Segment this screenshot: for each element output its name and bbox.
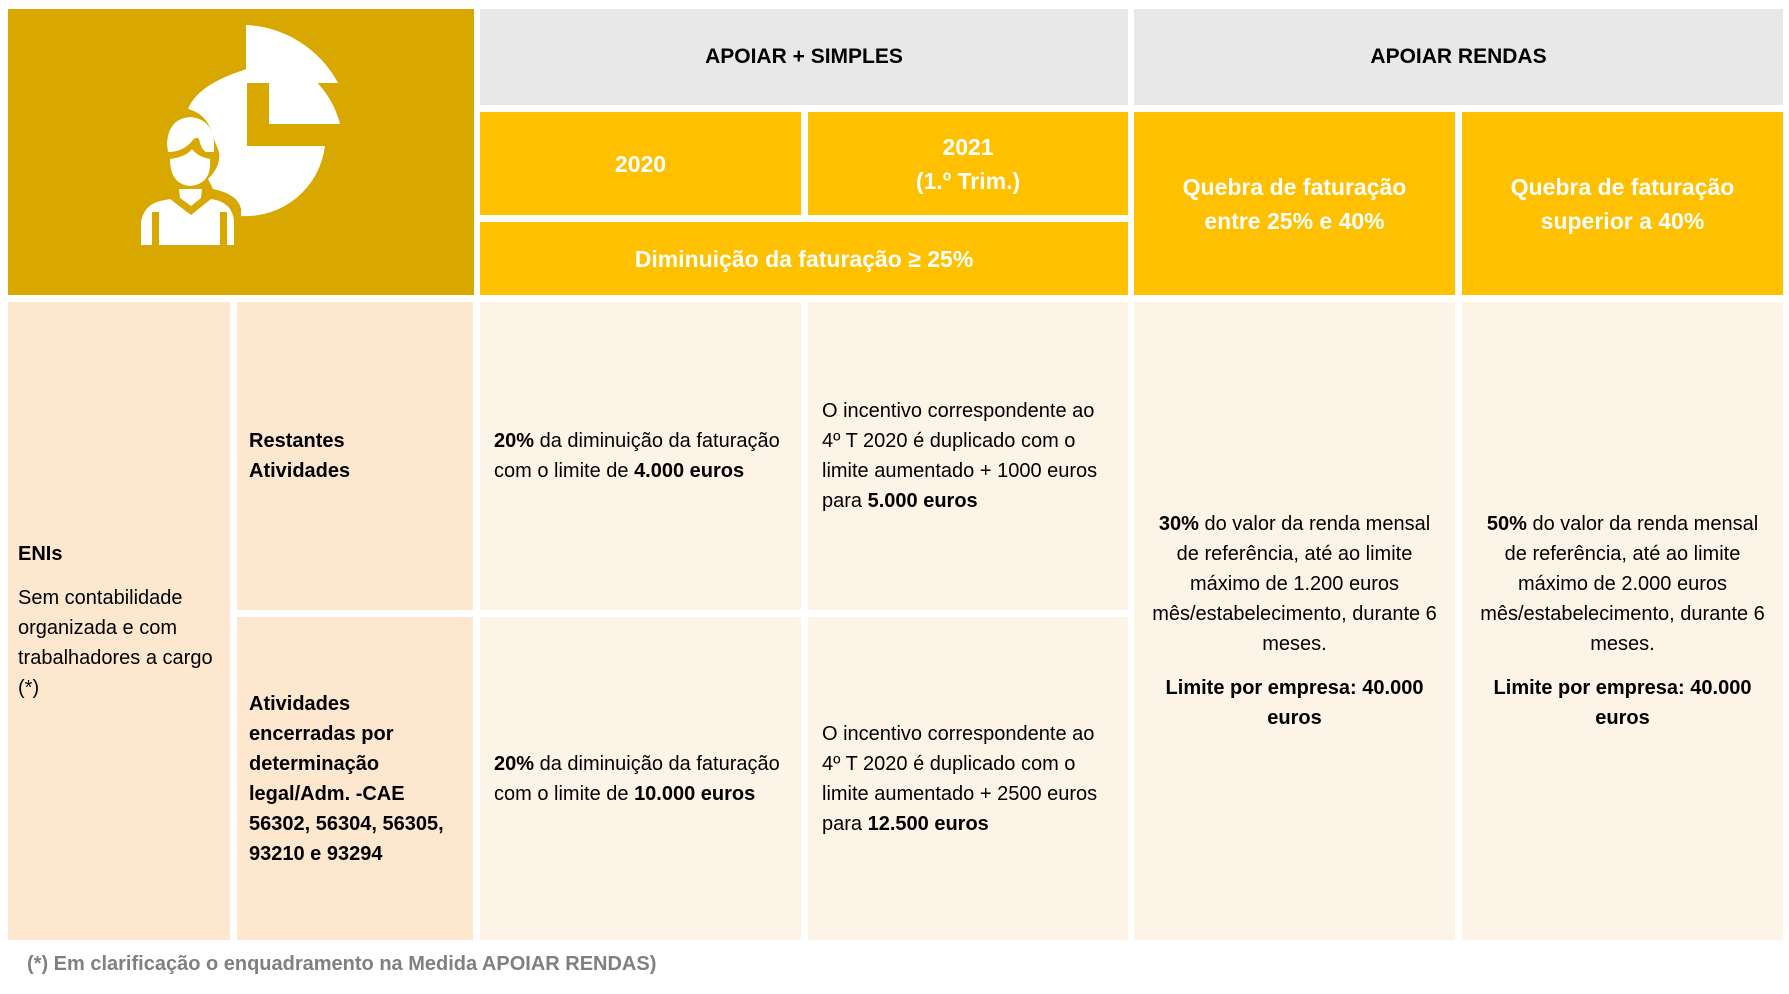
row-label: Atividades encerradas por determinação l… — [249, 692, 444, 865]
cell-text: 30% do valor da renda mensal de referênc… — [1152, 513, 1437, 655]
header-label: APOIAR + SIMPLES — [705, 45, 903, 68]
cell-text: 20% da diminuição da faturação com o lim… — [494, 752, 780, 805]
criteria-label: Diminuição da faturação ≥ 25% — [634, 245, 974, 272]
cell-2021-encerradas: O incentivo correspondente ao 4º T 2020 … — [808, 617, 1128, 940]
footnote: (*) Em clarificação o enquadramento na M… — [27, 953, 657, 975]
header-diminuicao: Diminuição da faturação ≥ 25% — [480, 222, 1128, 295]
cell-text: O incentivo correspondente ao 4º T 2020 … — [822, 722, 1098, 835]
header-apoiar-rendas: APOIAR RENDAS — [1134, 9, 1783, 105]
year-label: 2020 — [614, 150, 667, 177]
cell-limit: Limite por empresa: 40.000 euros — [1165, 677, 1424, 729]
row-label-encerradas: Atividades encerradas por determinação l… — [237, 617, 473, 940]
year-sublabel: (1.º Trim.) — [915, 167, 1021, 194]
header-quebra-25-40: Quebra de faturação entre 25% e 40% — [1134, 112, 1455, 295]
cell-limit: Limite por empresa: 40.000 euros — [1493, 677, 1752, 729]
header-quebra-40: Quebra de faturação superior a 40% — [1462, 112, 1783, 295]
row-label-restantes: Restantes Atividades — [237, 302, 473, 610]
cell-text: 50% do valor da renda mensal de referênc… — [1480, 513, 1765, 655]
criteria-label: entre 25% e 40% — [1204, 207, 1385, 234]
cell-text: 20% da diminuição da faturação com o lim… — [494, 430, 780, 482]
header-2021: 2021 (1.º Trim.) — [808, 112, 1128, 215]
person-pie-chart-icon — [141, 25, 340, 245]
icon-cell — [8, 9, 474, 295]
criteria-label: superior a 40% — [1540, 207, 1705, 234]
header-label: APOIAR RENDAS — [1370, 45, 1547, 68]
header-apoiar-simples: APOIAR + SIMPLES — [480, 9, 1128, 105]
cell-text: O incentivo correspondente ao 4º T 2020 … — [822, 400, 1098, 512]
entity-description: Sem contabilidade organizada e com traba… — [18, 587, 213, 699]
row-label: Restantes Atividades — [249, 430, 351, 482]
entity-title: ENIs — [18, 543, 63, 565]
cell-rendas-25-40: 30% do valor da renda mensal de referênc… — [1134, 302, 1455, 940]
year-label: 2021 — [942, 133, 994, 160]
cell-2020-restantes: 20% da diminuição da faturação com o lim… — [480, 302, 801, 610]
cell-rendas-40: 50% do valor da renda mensal de referênc… — [1462, 302, 1783, 940]
criteria-label: Quebra de faturação — [1510, 173, 1735, 200]
entity-cell: ENIs Sem contabilidade organizada e com … — [8, 302, 230, 940]
criteria-label: Quebra de faturação — [1182, 173, 1407, 200]
header-2020: 2020 — [480, 112, 801, 215]
cell-2020-encerradas: 20% da diminuição da faturação com o lim… — [480, 617, 801, 940]
cell-2021-restantes: O incentivo correspondente ao 4º T 2020 … — [808, 302, 1128, 610]
